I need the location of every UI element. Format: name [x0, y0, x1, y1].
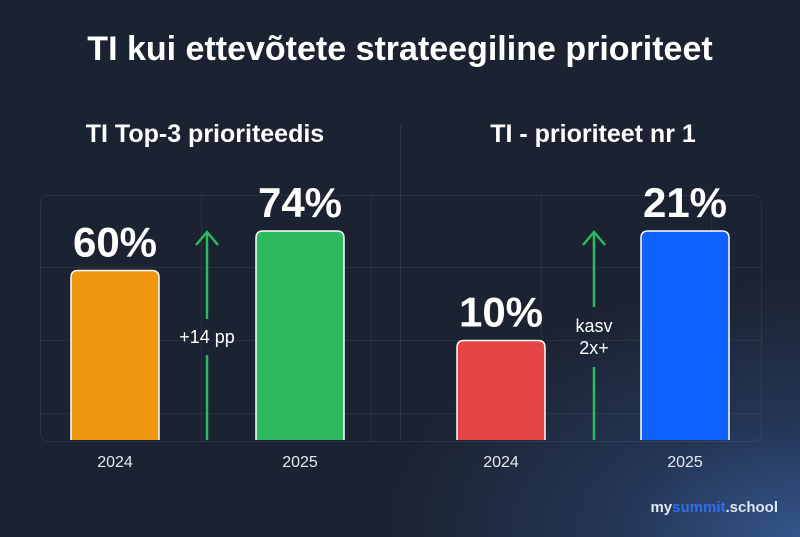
divider: [400, 125, 401, 440]
bar-2025: [255, 230, 345, 440]
bar-2024: [456, 339, 546, 440]
chart-title-left: TI Top-3 prioriteedis: [85, 120, 325, 148]
x-tick-label: 2025: [282, 454, 318, 471]
data-label: 10%: [459, 288, 543, 335]
x-tick-label: 2024: [483, 454, 519, 471]
x-tick-label: 2025: [667, 454, 703, 471]
annotation: 2x+: [579, 338, 609, 358]
arrow-up-icon: [195, 230, 219, 246]
data-label: 74%: [258, 179, 342, 226]
arrow-up-icon: [582, 230, 606, 246]
bar-2025: [640, 230, 730, 440]
data-label: 60%: [73, 219, 157, 266]
page-title: TI kui ettevõtete strateegiline priorite…: [87, 30, 713, 68]
chart-title-right: TI - prioriteet nr 1: [490, 120, 696, 148]
bar-2024: [70, 269, 160, 440]
data-label: 21%: [643, 179, 727, 226]
annotation: kasv: [575, 316, 612, 336]
logo: mysummit.school: [650, 499, 778, 516]
annotation: +14 pp: [179, 327, 235, 347]
x-tick-label: 2024: [97, 454, 133, 471]
